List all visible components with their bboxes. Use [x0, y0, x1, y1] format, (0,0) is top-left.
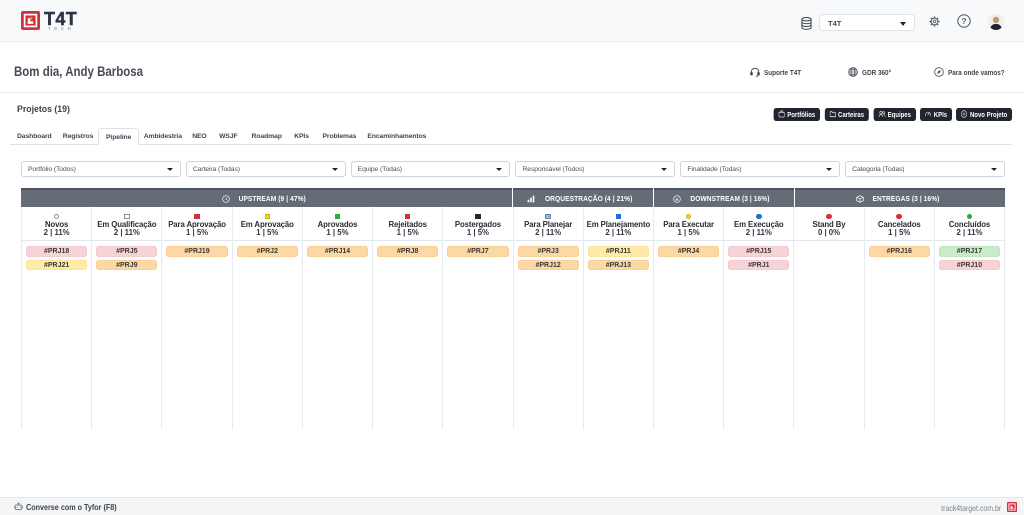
svg-text:?: ? [961, 16, 966, 26]
